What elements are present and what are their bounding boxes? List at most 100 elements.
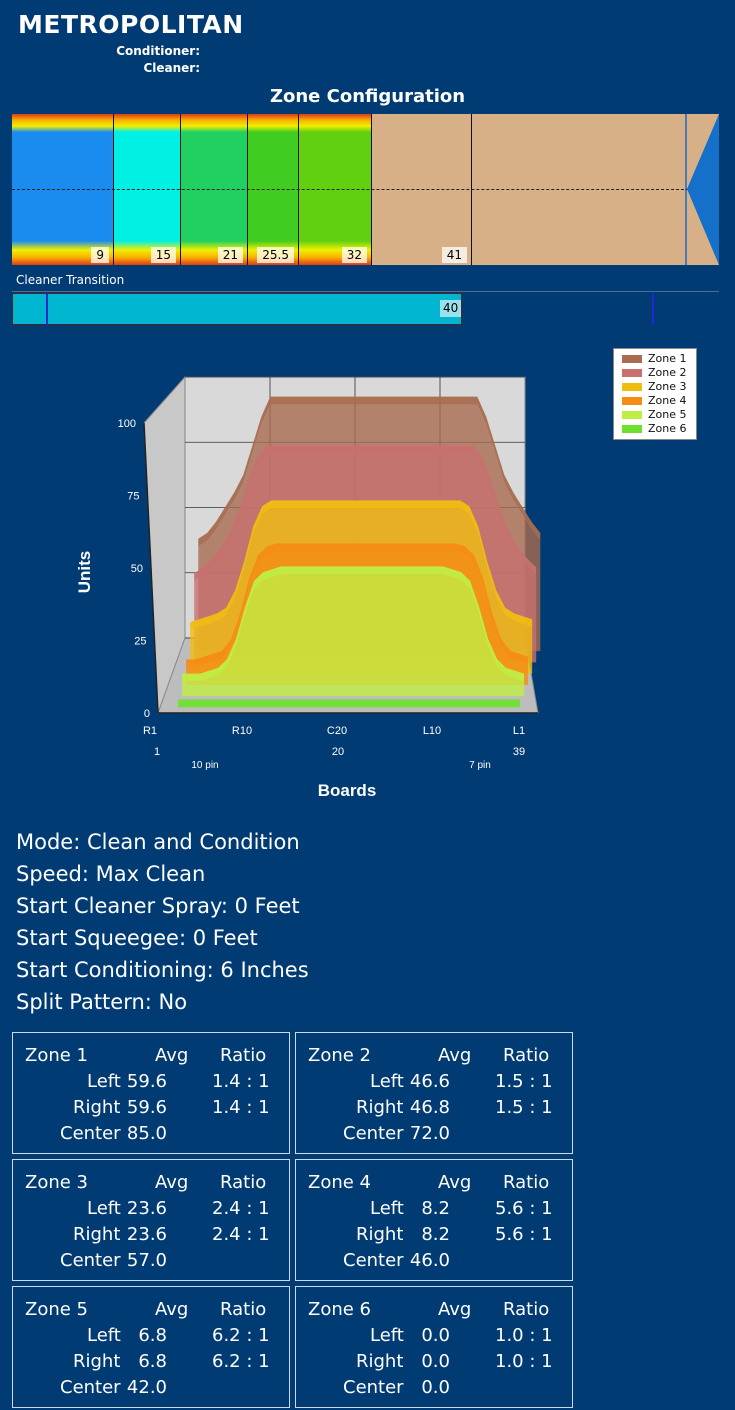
left-avg: 0.0 — [421, 1325, 450, 1346]
zone-summary-box: Zone 4 Avg Ratio Left 8.2 5.6 : 1 Right 8.2 5.6 … — [295, 1159, 573, 1281]
lane-center-line — [12, 189, 719, 190]
legend-item: Zone 2 — [622, 366, 687, 380]
pin-deck-arrow — [687, 114, 719, 265]
start-conditioning-text: Start Conditioning: 6 Inches — [16, 958, 309, 982]
lane-zone-diagram: 9 15 21 25.5 32 41 — [12, 114, 719, 265]
y-tick-label: 50 — [131, 563, 143, 575]
left-label: Left — [370, 1071, 404, 1092]
center-label: Center — [60, 1377, 121, 1398]
avg-header: Avg — [438, 1172, 472, 1193]
zone-distance-label: 41 — [441, 247, 467, 263]
zone-distance-label: 9 — [91, 247, 109, 263]
pin-deck-marker — [687, 114, 719, 265]
transition-end-marker — [652, 293, 654, 325]
mode-text: Mode: Clean and Condition — [16, 830, 300, 854]
zone-name: Zone 3 — [25, 1172, 88, 1193]
cleaner-transition-bar — [12, 293, 462, 325]
center-avg: 46.0 — [409, 1250, 450, 1271]
zone-summary-box: Zone 3 Avg Ratio Left 23.6 2.4 : 1 Right 23.6 2.… — [12, 1159, 290, 1281]
pattern-info: Mode: Clean and Condition Speed: Max Cle… — [16, 826, 309, 1018]
center-label: Center — [60, 1250, 121, 1271]
zone-distance-label: 15 — [150, 247, 176, 263]
left-label: Left — [87, 1071, 121, 1092]
chart-series-group — [178, 396, 541, 708]
left-ratio: 1.0 : 1 — [495, 1325, 553, 1346]
center-avg: 42.0 — [126, 1377, 167, 1398]
start-squeegee-text: Start Squeegee: 0 Feet — [16, 926, 258, 950]
transition-start-marker — [46, 293, 48, 325]
legend-swatch — [622, 369, 642, 377]
legend-label: Zone 1 — [648, 352, 687, 365]
center-label: Center — [343, 1123, 404, 1144]
legend-swatch — [622, 397, 642, 405]
center-label: Center — [60, 1123, 121, 1144]
ratio-header: Ratio — [220, 1172, 267, 1193]
right-avg: 6.8 — [138, 1351, 167, 1372]
legend-item: Zone 5 — [622, 408, 687, 422]
left-ratio: 1.5 : 1 — [495, 1071, 553, 1092]
avg-header: Avg — [438, 1299, 472, 1320]
x-tick-label: L1 — [513, 725, 525, 737]
zone-summary-box: Zone 5 Avg Ratio Left 6.8 6.2 : 1 Right 6.8 6.2 … — [12, 1286, 290, 1408]
left-ratio: 2.4 : 1 — [212, 1198, 270, 1219]
legend-item: Zone 3 — [622, 380, 687, 394]
legend-item: Zone 4 — [622, 394, 687, 408]
ratio-header: Ratio — [503, 1299, 550, 1320]
right-avg: 59.6 — [126, 1097, 167, 1118]
right-ratio: 1.4 : 1 — [212, 1097, 270, 1118]
split-pattern-text: Split Pattern: No — [16, 990, 188, 1014]
avg-header: Avg — [155, 1299, 189, 1320]
cleaner-transition-value: 40 — [440, 300, 462, 317]
y-axis-line — [143, 422, 159, 714]
ratio-header: Ratio — [503, 1045, 550, 1066]
chart-axes: 0 25 50 75 100 R1 R10 C20 L10 L1 1 20 39 10 pin 7 pin B… — [75, 418, 538, 800]
ratio-header: Ratio — [503, 1172, 550, 1193]
right-avg: 23.6 — [126, 1224, 167, 1245]
left-avg: 8.2 — [421, 1198, 450, 1219]
x-pin-annotation: 10 pin — [191, 760, 218, 771]
series-area-5 — [182, 574, 525, 697]
zone-configuration-title: Zone Configuration — [269, 86, 466, 107]
zone-name: Zone 2 — [308, 1045, 371, 1066]
zone-summary-box: Zone 6 Avg Ratio Left 0.0 1.0 : 1 Right 0.0 1.0 … — [295, 1286, 573, 1408]
left-ratio: 6.2 : 1 — [212, 1325, 270, 1346]
legend-swatch — [622, 411, 642, 419]
series-rim-6 — [178, 699, 521, 708]
zone-name: Zone 4 — [308, 1172, 371, 1193]
y-tick-label: 75 — [127, 491, 139, 503]
y-tick-label: 25 — [134, 636, 146, 648]
speed-text: Speed: Max Clean — [16, 862, 206, 886]
zone-distance-label: 32 — [341, 247, 367, 263]
right-avg: 8.2 — [421, 1224, 450, 1245]
cleaner-label: Cleaner: — [143, 61, 200, 75]
left-avg: 46.6 — [409, 1071, 450, 1092]
conditioner-label: Conditioner: — [116, 44, 200, 58]
left-avg: 23.6 — [126, 1198, 167, 1219]
zone-summary-box: Zone 2 Avg Ratio Left 46.6 1.5 : 1 Right 46.8 1.… — [295, 1032, 573, 1154]
center-avg: 85.0 — [126, 1123, 167, 1144]
zone-name: Zone 1 — [25, 1045, 88, 1066]
right-label: Right — [356, 1351, 404, 1372]
page-title: METROPOLITAN — [18, 10, 244, 39]
right-label: Right — [73, 1097, 121, 1118]
left-avg: 59.6 — [126, 1071, 167, 1092]
right-label: Right — [73, 1351, 121, 1372]
y-axis-title: Units — [75, 551, 94, 594]
y-tick-label: 100 — [118, 418, 136, 430]
x-tick-label: C20 — [327, 725, 347, 737]
zone-summary-box: Zone 1 Avg Ratio Left 59.6 1.4 : 1 Right 59.6 1.… — [12, 1032, 290, 1154]
legend-label: Zone 2 — [648, 366, 687, 379]
ratio-header: Ratio — [220, 1045, 267, 1066]
series-rim-5 — [182, 566, 525, 682]
center-avg: 72.0 — [409, 1123, 450, 1144]
legend-swatch — [622, 383, 642, 391]
right-ratio: 2.4 : 1 — [212, 1224, 270, 1245]
left-ratio: 5.6 : 1 — [495, 1198, 553, 1219]
y-tick-label: 0 — [144, 708, 150, 720]
right-ratio: 5.6 : 1 — [495, 1224, 553, 1245]
legend-swatch — [622, 425, 642, 433]
legend-item: Zone 1 — [622, 352, 687, 366]
legend-label: Zone 6 — [648, 422, 687, 435]
x-pin-annotation: 7 pin — [469, 760, 491, 771]
center-label: Center — [343, 1250, 404, 1271]
